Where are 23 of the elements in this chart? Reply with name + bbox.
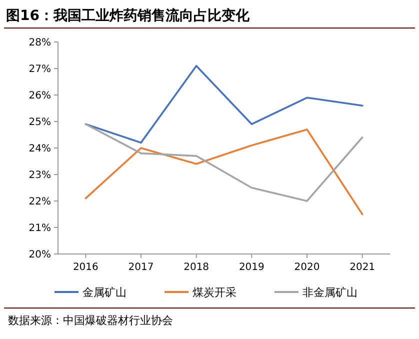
y-tick-label: 28% (28, 38, 51, 48)
y-tick-label: 24% (28, 144, 51, 154)
y-tick-label: 27% (28, 64, 51, 75)
line-series (84, 64, 364, 144)
chart-title: 图16：我国工业炸药销售流向占比变化 (6, 7, 250, 24)
legend-label: 非金属矿山 (302, 286, 358, 299)
line-series (84, 123, 364, 202)
x-tick-label: 2021 (350, 262, 376, 273)
y-tick-label: 20% (28, 250, 51, 260)
legend-label: 煤炭开采 (192, 286, 236, 299)
legend-label: 金属矿山 (82, 286, 126, 299)
y-tick-label: 23% (28, 170, 51, 181)
source-note: 数据来源：中国爆破器材行业协会 (8, 314, 173, 327)
y-tick-label: 25% (28, 117, 51, 128)
x-tick-label: 2018 (184, 262, 210, 273)
line-series (84, 128, 364, 216)
y-tick-label: 26% (28, 90, 51, 102)
x-tick-label: 2019 (238, 262, 264, 273)
y-tick-label: 21% (28, 223, 51, 234)
x-tick-label: 2020 (294, 262, 320, 273)
x-tick-label: 2017 (128, 262, 154, 273)
x-tick-label: 2016 (72, 262, 98, 273)
y-tick-label: 22% (28, 196, 51, 208)
